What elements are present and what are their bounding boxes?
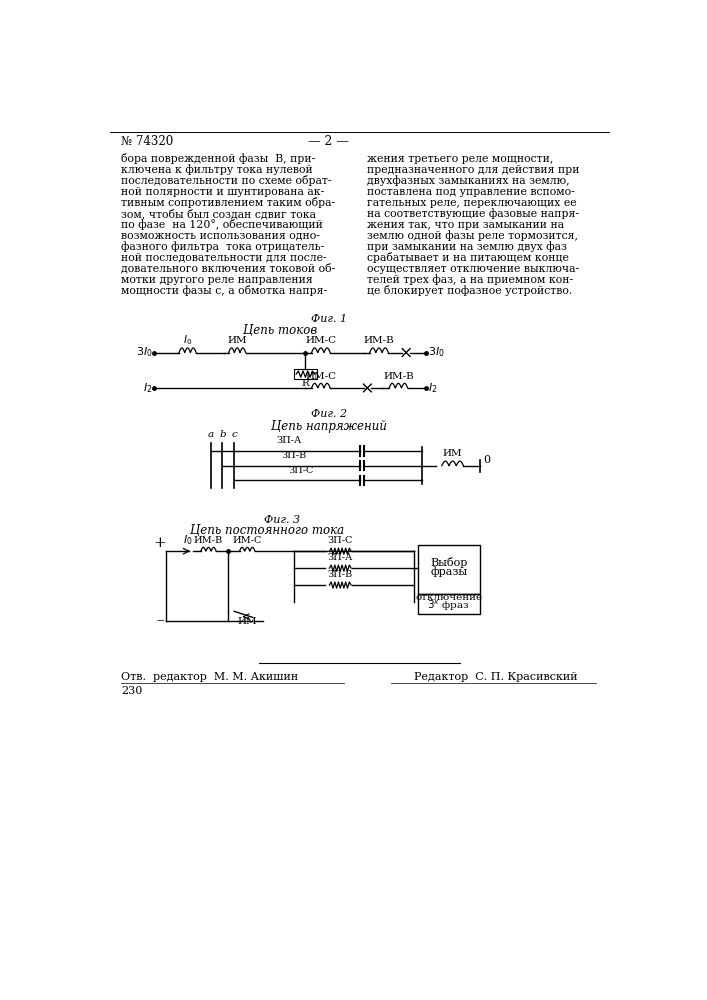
Text: Отв.  редактор  М. М. Акишин: Отв. редактор М. М. Акишин [121, 672, 298, 682]
Text: a: a [208, 430, 214, 439]
Text: мотки другого реле направления: мотки другого реле направления [121, 275, 312, 285]
Text: фразы: фразы [430, 566, 467, 577]
Text: ИМ-С: ИМ-С [305, 372, 337, 381]
Text: R: R [301, 379, 309, 388]
Text: $3I_0$: $3I_0$ [428, 346, 445, 359]
Text: $3I_0$: $3I_0$ [136, 346, 153, 359]
Text: довательного включения токовой об-: довательного включения токовой об- [121, 263, 335, 274]
Bar [293, 369, 317, 379]
Text: жения третьего реле мощности,: жения третьего реле мощности, [368, 154, 554, 164]
Text: ЗП-В: ЗП-В [327, 570, 353, 579]
Text: ИМ: ИМ [443, 449, 462, 458]
Text: срабатывает и на питающем конце: срабатывает и на питающем конце [368, 252, 569, 263]
Text: це блокирует пофазное устройство.: це блокирует пофазное устройство. [368, 285, 573, 296]
Text: ИМ-В: ИМ-В [194, 536, 223, 545]
Text: двухфазных замыканиях на землю,: двухфазных замыканиях на землю, [368, 175, 570, 186]
Text: возможность использования одно-: возможность использования одно- [121, 231, 320, 241]
Text: № 74320: № 74320 [121, 135, 173, 148]
Text: ЗП-А: ЗП-А [327, 553, 353, 562]
Text: Фиг. 3: Фиг. 3 [264, 515, 300, 525]
Text: ЗП-В: ЗП-В [282, 451, 307, 460]
Text: ной последовательности для после-: ной последовательности для после- [121, 253, 327, 263]
Text: $I_2$: $I_2$ [144, 381, 153, 395]
Text: c: c [231, 430, 237, 439]
Text: ключена к фильтру тока нулевой: ключена к фильтру тока нулевой [121, 165, 312, 175]
Text: зом, чтобы был создан сдвиг тока: зом, чтобы был создан сдвиг тока [121, 208, 316, 219]
Text: осуществляет отключение выключа-: осуществляет отключение выключа- [368, 264, 580, 274]
Text: на соответствующие фазовые напря-: на соответствующие фазовые напря- [368, 208, 579, 219]
Text: $I_2$: $I_2$ [428, 381, 437, 395]
Text: ЗП-С: ЗП-С [288, 466, 313, 475]
Bar [418, 594, 480, 614]
Text: последовательности по схеме обрат-: последовательности по схеме обрат- [121, 175, 332, 186]
Text: ИМ: ИМ [228, 336, 247, 345]
Text: Фиг. 2: Фиг. 2 [310, 409, 346, 419]
Text: $3^x$ фраз: $3^x$ фраз [428, 598, 470, 613]
Text: землю одной фазы реле тормозится,: землю одной фазы реле тормозится, [368, 230, 578, 241]
Text: Редактор  С. П. Красивский: Редактор С. П. Красивский [414, 672, 578, 682]
Text: мощности фазы с, а обмотка напря-: мощности фазы с, а обмотка напря- [121, 285, 327, 296]
Text: +: + [153, 536, 166, 550]
Text: Цепь напряжений: Цепь напряжений [271, 420, 387, 433]
Text: гательных реле, переключающих ее: гательных реле, переключающих ее [368, 198, 577, 208]
Text: –: – [156, 613, 163, 627]
Text: жения так, что при замыкании на: жения так, что при замыкании на [368, 220, 564, 230]
Text: отключение: отключение [415, 593, 482, 602]
Text: $I_0$: $I_0$ [183, 333, 192, 347]
Text: ИМ-С: ИМ-С [305, 336, 337, 345]
Text: предназначенного для действия при: предназначенного для действия при [368, 165, 580, 175]
Text: тивным сопротивлением таким обра-: тивным сопротивлением таким обра- [121, 197, 335, 208]
Text: b: b [219, 430, 226, 439]
Text: ИМ-В: ИМ-В [363, 336, 395, 345]
Text: — 2 —: — 2 — [308, 135, 349, 148]
Text: бора поврежденной фазы  В, при-: бора поврежденной фазы В, при- [121, 153, 315, 164]
Text: ИМ-С: ИМ-С [233, 536, 262, 545]
Text: Выбор: Выбор [430, 557, 467, 568]
Text: ной полярности и шунтирована ак-: ной полярности и шунтирована ак- [121, 187, 325, 197]
Text: ЗП-А: ЗП-А [276, 436, 302, 445]
Text: 230: 230 [121, 686, 142, 696]
Text: ИМ: ИМ [238, 617, 257, 626]
Text: ИМ-В: ИМ-В [383, 372, 414, 381]
Text: 0: 0 [484, 455, 491, 465]
Text: поставлена под управление вспомо-: поставлена под управление вспомо- [368, 187, 575, 197]
Text: Фиг. 1: Фиг. 1 [310, 314, 346, 324]
Bar [418, 545, 480, 594]
Text: при замыкании на землю двух фаз: при замыкании на землю двух фаз [368, 241, 567, 252]
Text: фазного фильтра  тока отрицатель-: фазного фильтра тока отрицатель- [121, 241, 325, 252]
Text: по фазе  на 120°, обеспечивающий: по фазе на 120°, обеспечивающий [121, 219, 323, 230]
Text: Цепь постоянного тока: Цепь постоянного тока [189, 524, 344, 537]
Text: Цепь токов: Цепь токов [243, 324, 317, 337]
Text: ЗП-С: ЗП-С [327, 536, 353, 545]
Text: телей трех фаз, а на приемном кон-: телей трех фаз, а на приемном кон- [368, 274, 573, 285]
Text: $I_0$: $I_0$ [182, 534, 192, 547]
